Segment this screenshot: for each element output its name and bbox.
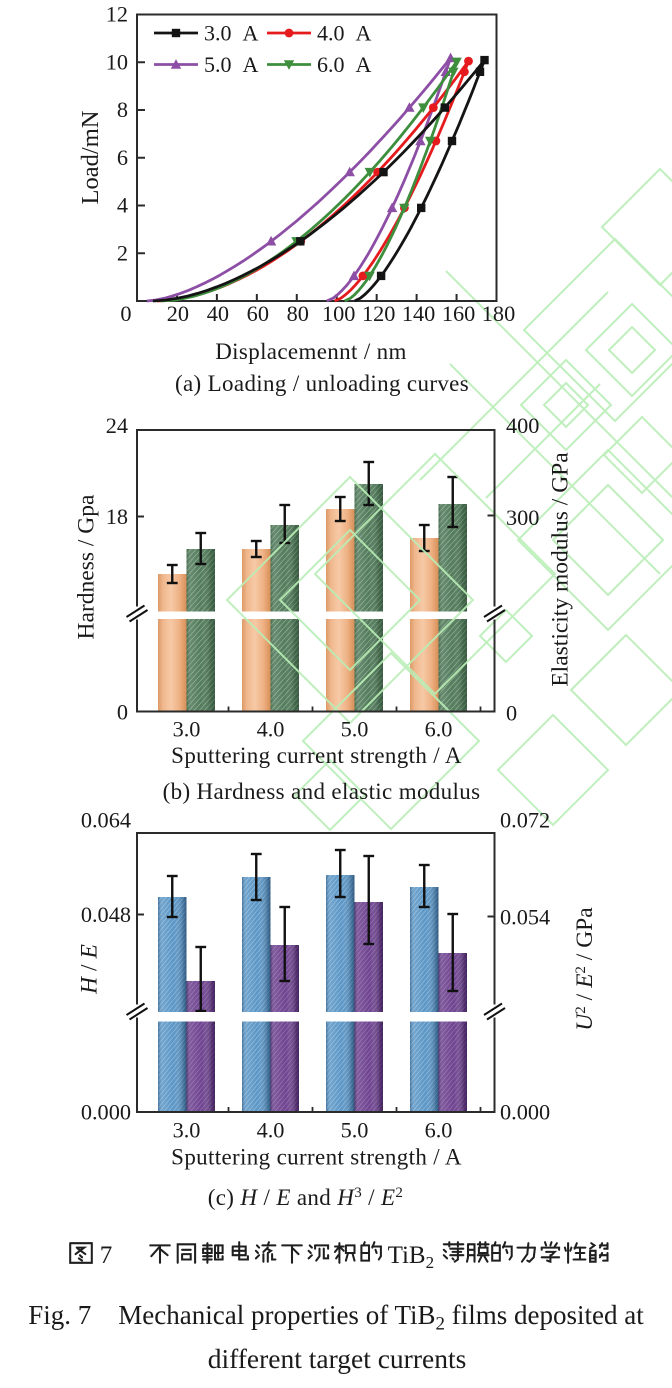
- svg-text:0: 0: [120, 301, 131, 326]
- svg-text:160: 160: [442, 301, 475, 326]
- svg-text:100: 100: [322, 301, 355, 326]
- svg-text:3.0: 3.0: [173, 1118, 201, 1143]
- svg-text:Hardness / Gpa: Hardness / Gpa: [74, 494, 100, 639]
- svg-text:0.000: 0.000: [81, 1100, 131, 1125]
- svg-text:60: 60: [247, 301, 269, 326]
- svg-text:5.0 A: 5.0 A: [204, 52, 259, 77]
- svg-text:80: 80: [287, 301, 309, 326]
- svg-text:180: 180: [482, 301, 515, 326]
- svg-text:(b) Hardness and elastic modul: (b) Hardness and elastic modulus: [163, 779, 481, 804]
- svg-text:20: 20: [167, 301, 189, 326]
- svg-text:140: 140: [402, 301, 435, 326]
- svg-text:0.064: 0.064: [81, 808, 131, 833]
- svg-text:7: 7: [100, 1242, 113, 1269]
- svg-text:0.054: 0.054: [500, 905, 550, 930]
- svg-text:400: 400: [506, 413, 539, 438]
- svg-text:24: 24: [106, 413, 128, 438]
- svg-text:H / E: H / E: [77, 944, 103, 995]
- svg-text:Elasticity modulus / GPa: Elasticity modulus / GPa: [548, 452, 574, 687]
- svg-text:Load/mN: Load/mN: [77, 110, 104, 204]
- svg-text:6.0: 6.0: [425, 717, 453, 742]
- svg-text:Sputtering current strength /: Sputtering current strength / A: [171, 743, 462, 768]
- svg-text:(c) H / E and H3 / E2: (c) H / E and H3 / E2: [208, 1185, 404, 1210]
- svg-text:4: 4: [117, 193, 128, 218]
- svg-text:18: 18: [106, 504, 128, 529]
- svg-text:12: 12: [106, 2, 128, 27]
- svg-text:6.0: 6.0: [425, 1118, 453, 1143]
- svg-text:0: 0: [117, 700, 128, 725]
- svg-text:40: 40: [207, 301, 229, 326]
- svg-text:4.0: 4.0: [257, 1118, 285, 1143]
- svg-text:300: 300: [506, 505, 539, 530]
- svg-text:8: 8: [117, 97, 128, 122]
- svg-text:3.0 A: 3.0 A: [204, 21, 259, 46]
- svg-text:5.0: 5.0: [341, 717, 369, 742]
- svg-text:10: 10: [106, 49, 128, 74]
- svg-text:5.0: 5.0: [341, 1118, 369, 1143]
- svg-text:6: 6: [117, 145, 128, 170]
- svg-text:0.000: 0.000: [500, 1100, 550, 1125]
- svg-text:4.0: 4.0: [257, 717, 285, 742]
- svg-text:6.0 A: 6.0 A: [317, 52, 372, 77]
- svg-text:U2 / E2 / GPa: U2 / E2 / GPa: [572, 907, 598, 1031]
- svg-text:4.0 A: 4.0 A: [317, 21, 372, 46]
- svg-text:Fig. 7 Mechanical propertie: Fig. 7 Mechanical properties of TiB2 fil…: [28, 1300, 644, 1335]
- svg-text:0.072: 0.072: [500, 808, 550, 833]
- svg-text:0.048: 0.048: [81, 902, 131, 927]
- svg-text:0: 0: [506, 701, 517, 726]
- svg-text:Displacemennt / nm: Displacemennt / nm: [215, 339, 407, 364]
- svg-text:different target currents: different target currents: [208, 1343, 467, 1374]
- svg-text:(a) Loading / unloading curves: (a) Loading / unloading curves: [175, 371, 469, 396]
- svg-text:2: 2: [117, 240, 128, 265]
- svg-text:120: 120: [362, 301, 395, 326]
- svg-text:Sputtering current strength /: Sputtering current strength / A: [171, 1145, 462, 1170]
- svg-text:3.0: 3.0: [173, 717, 201, 742]
